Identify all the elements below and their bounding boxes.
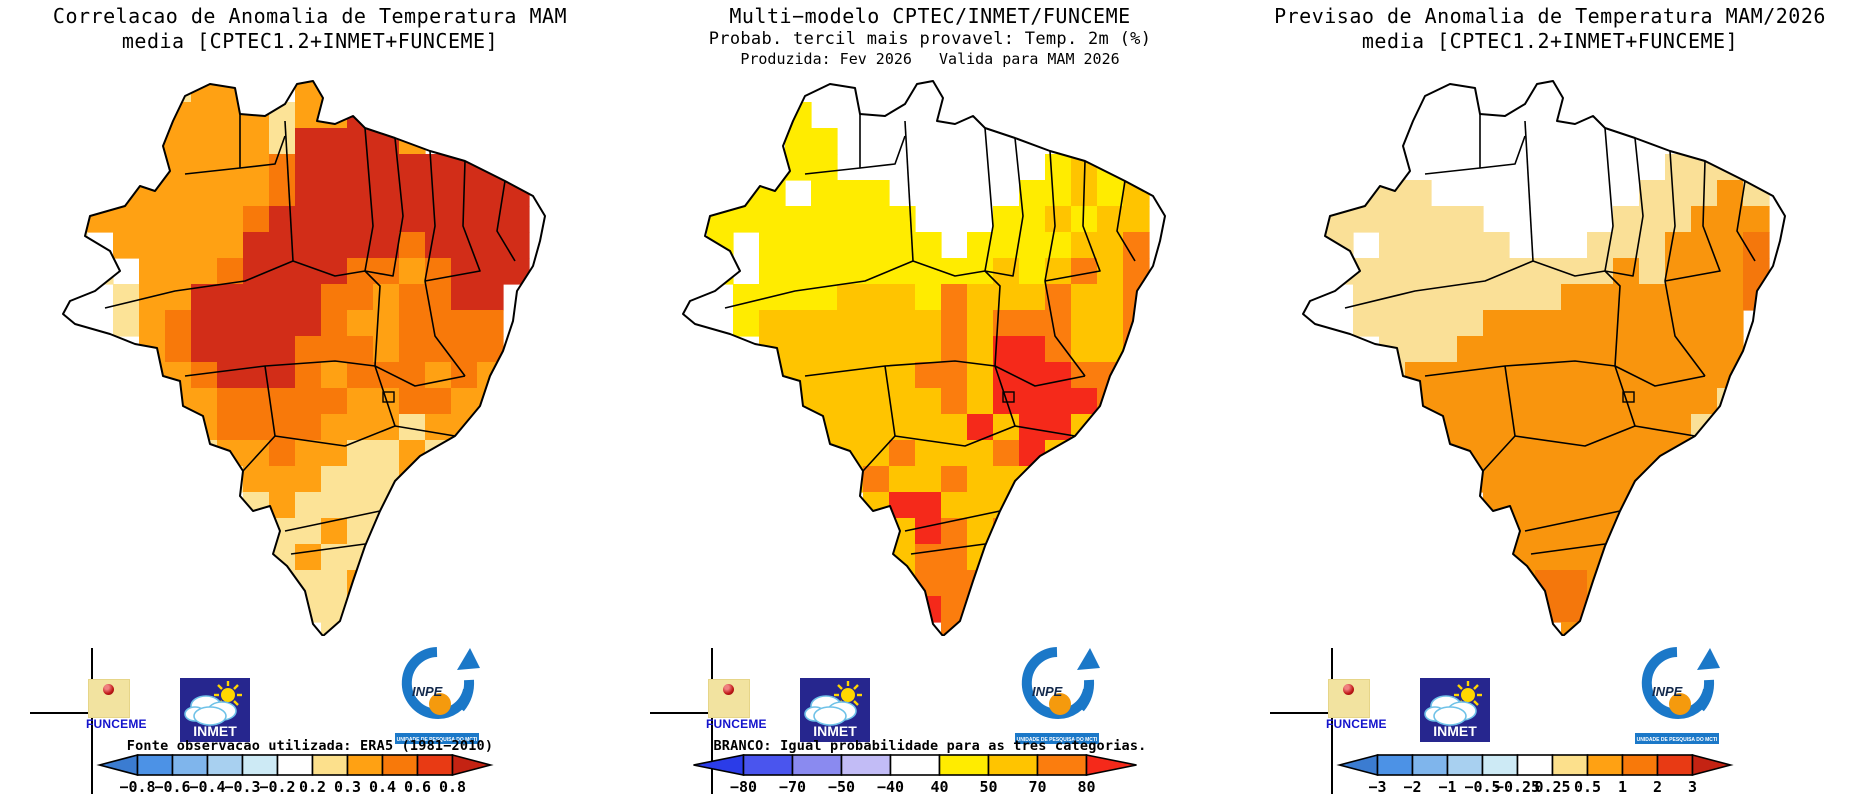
inmet-label: INMET: [813, 723, 857, 739]
panel-correlation: Correlacao de Anomalia de Temperatura MA…: [0, 0, 620, 802]
funceme-pin-icon: [723, 684, 734, 695]
panel-title-line1: Multi−modelo CPTEC/INMET/FUNCEME: [729, 4, 1131, 28]
panel-title-line1: Previsao de Anomalia de Temperatura MAM/…: [1274, 4, 1826, 28]
svg-text:−0.6: −0.6: [154, 778, 190, 796]
inpe-logo: INPE UNIDADE DE PESQUISA DO MCTI: [395, 647, 480, 744]
inpe-arrow-icon: [457, 648, 480, 670]
inpe-banner-label: UNIDADE DE PESQUISA DO MCTI: [1017, 737, 1098, 743]
graticule-cross-vertical: [1331, 648, 1333, 794]
svg-text:0.6: 0.6: [404, 778, 431, 796]
panel-title-line2: Probab. tercil mais provavel: Temp. 2m (…: [708, 29, 1152, 49]
inpe-orange-sphere-icon: [1669, 693, 1691, 715]
inmet-logo: INMET: [180, 678, 250, 742]
inpe-orange-sphere-icon: [429, 693, 451, 715]
svg-text:−1: −1: [1438, 778, 1456, 796]
svg-text:−0.25: −0.25: [1495, 778, 1540, 796]
svg-text:−50: −50: [828, 778, 855, 796]
svg-text:−0.3: −0.3: [224, 778, 260, 796]
graticule-cross-horizontal: [1270, 712, 1352, 714]
cloud-icon: [804, 695, 857, 726]
svg-text:2: 2: [1653, 778, 1662, 796]
inpe-swoosh: [401, 647, 473, 719]
inpe-label: INPE: [1032, 684, 1063, 699]
colorbar: −3 −2 −1 −0.5−0.250.25 0.5 1 2 3: [1336, 753, 1734, 796]
colorbar-note: Fonte observacao utilizada: ERA5 (1981−2…: [126, 738, 494, 754]
inmet-label: INMET: [1433, 723, 1477, 739]
inmet-logo: INMET: [1420, 678, 1490, 742]
svg-text:−80: −80: [730, 778, 757, 796]
funceme-label: FUNCEME: [1326, 717, 1387, 731]
svg-text:3: 3: [1688, 778, 1697, 796]
inmet-label: INMET: [193, 723, 237, 739]
cloud-icon: [184, 695, 237, 726]
inpe-banner: [1015, 733, 1099, 744]
panel-title: Multi−modelo CPTEC/INMET/FUNCEME Probab.…: [620, 4, 1240, 69]
inpe-banner: [395, 733, 479, 744]
colorbar: −0.8−0.6−0.4−0.3−0.2 0.2 0.3 0.4 0.6 0.8: [96, 753, 494, 796]
panel-title: Correlacao de Anomalia de Temperatura MA…: [0, 4, 620, 54]
svg-text:−0.2: −0.2: [259, 778, 295, 796]
graticule-cross-vertical: [711, 648, 713, 794]
svg-text:40: 40: [930, 778, 948, 796]
svg-text:−70: −70: [779, 778, 806, 796]
cloud-icon: [1424, 695, 1477, 726]
panel-forecast: Previsao de Anomalia de Temperatura MAM/…: [1240, 0, 1860, 802]
funceme-label: FUNCEME: [706, 717, 767, 731]
panel-title: Previsao de Anomalia de Temperatura MAM/…: [1240, 4, 1860, 54]
inpe-banner-label: UNIDADE DE PESQUISA DO MCTI: [1637, 737, 1718, 743]
svg-text:0.2: 0.2: [299, 778, 326, 796]
inmet-logo: INMET: [800, 678, 870, 742]
graticule-cross-horizontal: [650, 712, 732, 714]
panel-title-line2: media [CPTEC1.2+INMET+FUNCEME]: [1361, 29, 1739, 53]
funceme-label: FUNCEME: [86, 717, 147, 731]
inpe-arrow-icon: [1697, 648, 1720, 670]
svg-text:0.3: 0.3: [334, 778, 361, 796]
brazil-map: [1302, 80, 1786, 636]
svg-text:0.25: 0.25: [1534, 778, 1570, 796]
svg-text:−0.4: −0.4: [189, 778, 225, 796]
inpe-label: INPE: [1652, 684, 1683, 699]
inpe-orange-sphere-icon: [1049, 693, 1071, 715]
panel-title-line1: Correlacao de Anomalia de Temperatura MA…: [52, 4, 568, 28]
inpe-banner: [1635, 733, 1719, 744]
funceme-pin-icon: [1343, 684, 1354, 695]
colorbar-note: BRANCO: Igual probabilidade para as tres…: [713, 738, 1147, 754]
svg-text:0.8: 0.8: [439, 778, 466, 796]
inpe-banner-label: UNIDADE DE PESQUISA DO MCTI: [397, 737, 478, 743]
svg-text:1: 1: [1618, 778, 1627, 796]
svg-text:70: 70: [1028, 778, 1046, 796]
funceme-pin-icon: [103, 684, 114, 695]
inpe-logo: INPE UNIDADE DE PESQUISA DO MCTI: [1635, 647, 1720, 744]
svg-text:−0.5: −0.5: [1464, 778, 1500, 796]
inpe-arrow-icon: [1077, 648, 1100, 670]
svg-text:−0.8: −0.8: [119, 778, 155, 796]
panel-probability: Multi−modelo CPTEC/INMET/FUNCEME Probab.…: [620, 0, 1240, 802]
inpe-label: INPE: [412, 684, 443, 699]
brazil-map: [682, 80, 1166, 636]
svg-text:−2: −2: [1403, 778, 1421, 796]
svg-text:−3: −3: [1368, 778, 1386, 796]
graticule-cross-vertical: [91, 648, 93, 794]
panel-title-line2: media [CPTEC1.2+INMET+FUNCEME]: [121, 29, 499, 53]
panel-title-line3: Produzida: Fev 2026 Valida para MAM 2026: [740, 50, 1120, 69]
brazil-map: [62, 80, 546, 636]
colorbar: −80 −70 −50 −40 40 50 70 80: [693, 754, 1137, 796]
svg-text:80: 80: [1077, 778, 1095, 796]
inpe-logo: INPE UNIDADE DE PESQUISA DO MCTI: [1015, 647, 1100, 744]
svg-text:0.5: 0.5: [1574, 778, 1601, 796]
svg-text:0.4: 0.4: [369, 778, 396, 796]
graticule-cross-horizontal: [30, 712, 112, 714]
svg-text:50: 50: [979, 778, 997, 796]
svg-text:−40: −40: [877, 778, 904, 796]
